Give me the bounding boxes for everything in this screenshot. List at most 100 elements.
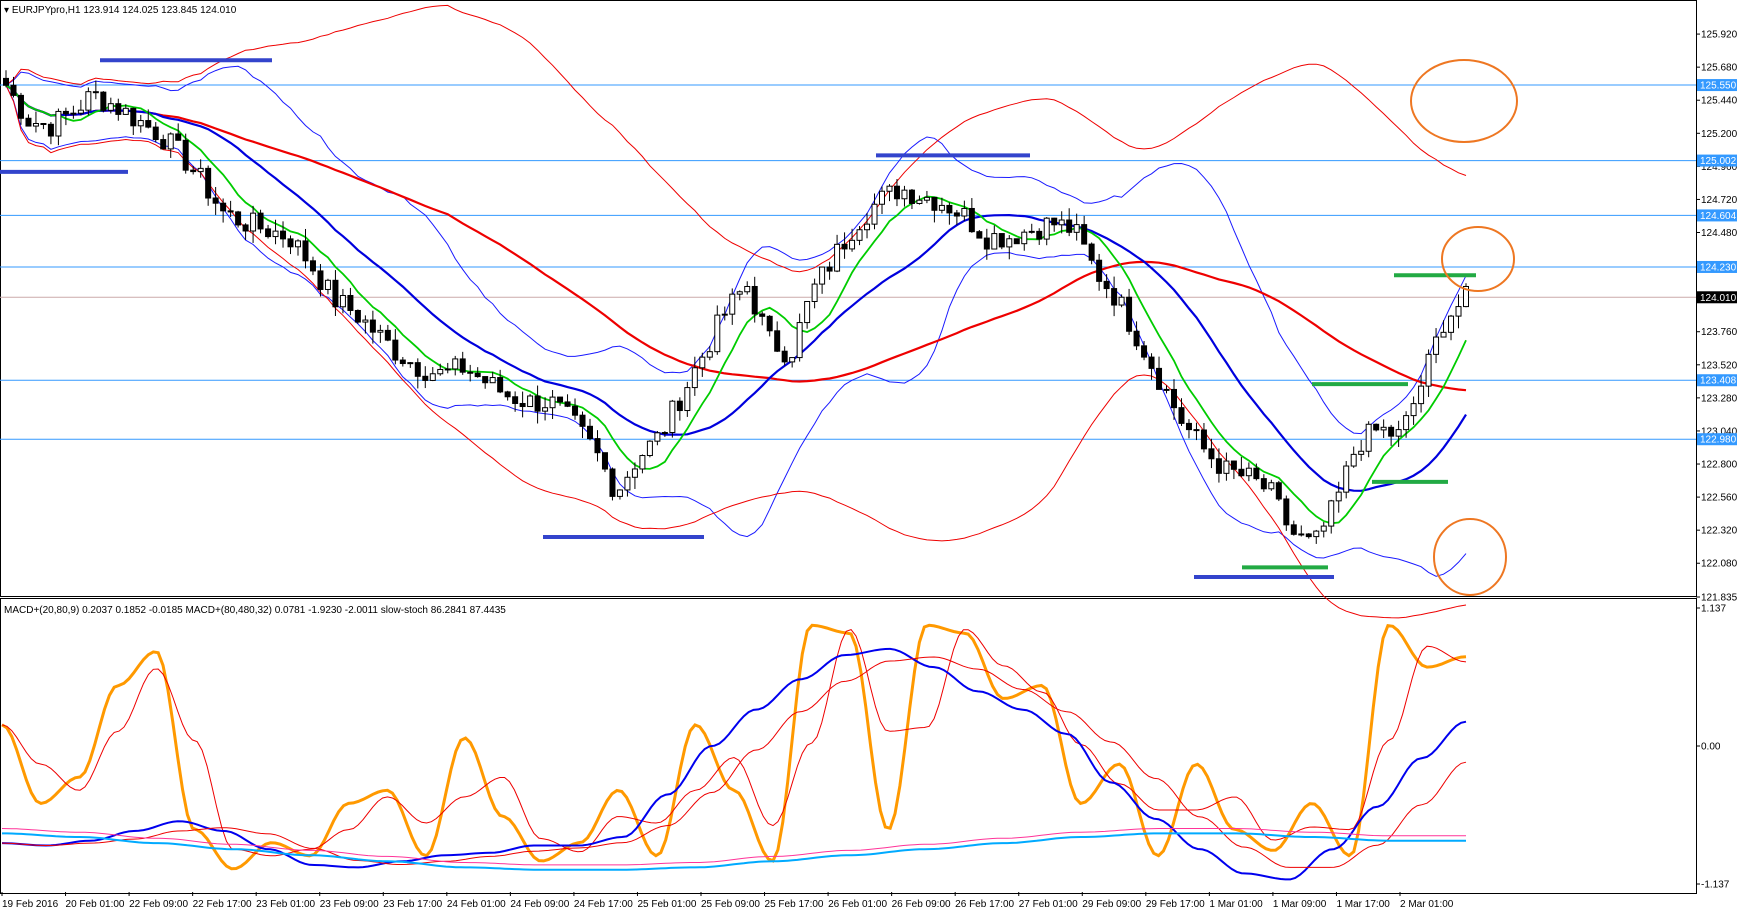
main-pane-frame [0, 0, 1697, 597]
candle-body [1253, 467, 1260, 480]
candle-body [160, 139, 167, 150]
candle-body [489, 377, 496, 384]
candle-body [527, 395, 534, 408]
candle-body [295, 240, 301, 248]
macd-fast-signal [1, 656, 1467, 868]
price-level-label: 125.550 [1700, 81, 1737, 92]
candle-body [422, 375, 429, 381]
price-level-label: 124.230 [1700, 262, 1737, 273]
candle-body [766, 315, 773, 332]
candle-body [587, 425, 593, 440]
x-tick-label: 26 Feb 01:00 [828, 899, 887, 910]
candle-body [1260, 478, 1267, 490]
candle-body [631, 468, 638, 478]
candle-body [1028, 230, 1035, 233]
candle-body [384, 329, 391, 341]
candle-body [736, 291, 743, 295]
candle-body [811, 283, 818, 302]
x-tick-label: 23 Feb 01:00 [256, 899, 315, 910]
candle-body [1215, 458, 1222, 474]
candle-body [220, 202, 227, 212]
price-level-tag [1697, 433, 1737, 446]
x-tick-label: 23 Feb 09:00 [320, 899, 379, 910]
candle-body [938, 204, 945, 211]
candle-body [916, 199, 923, 204]
candle-body [624, 476, 631, 491]
x-tick-label: 19 Feb 2016 [2, 899, 59, 910]
candle-body [968, 207, 975, 233]
candle-body [47, 123, 54, 137]
candle-body [864, 223, 871, 231]
candle-body [998, 233, 1005, 248]
indicator-label: MACD+(20,80,9) 0.2037 0.1852 -0.0185 MAC… [4, 605, 506, 616]
candle-body [467, 371, 474, 374]
candle-body [1171, 388, 1177, 409]
price-level-label: 125.002 [1700, 156, 1737, 167]
x-tick-label: 26 Feb 17:00 [955, 899, 1014, 910]
y-tick-label: 125.680 [1701, 63, 1738, 74]
indicator-pane-frame [0, 598, 1697, 894]
candle-body [646, 440, 653, 457]
candle-body [354, 309, 361, 323]
x-tick-label: 24 Feb 09:00 [510, 899, 569, 910]
candle-body [175, 133, 182, 141]
candle-body [684, 387, 691, 412]
candle-body [1126, 296, 1133, 332]
candle-body [1223, 460, 1230, 474]
candle-body [317, 270, 324, 290]
candle-body [856, 229, 863, 241]
current-price-label: 124.010 [1700, 293, 1737, 304]
candle-body [1395, 429, 1402, 437]
candle-body [1163, 388, 1170, 391]
candle-body [474, 372, 481, 378]
candle-body [908, 189, 915, 204]
price-level-label: 122.980 [1700, 435, 1737, 446]
candle-body [497, 377, 504, 393]
candle-body [1283, 498, 1290, 526]
stoch-line [1, 623, 1467, 871]
candle-body [1313, 530, 1320, 538]
x-tick-label: 29 Feb 09:00 [1082, 899, 1141, 910]
candle-body [242, 224, 249, 232]
candle-body [504, 391, 511, 398]
candle-body [1448, 315, 1455, 333]
candle-body [362, 319, 369, 323]
y-tick-label: 123.760 [1701, 327, 1738, 338]
candle-body [961, 207, 968, 217]
candle-body [429, 373, 436, 381]
x-tick-label: 25 Feb 17:00 [765, 899, 824, 910]
candle-body [774, 330, 781, 352]
candle-body [1185, 422, 1192, 431]
y-tick-label: 122.560 [1701, 493, 1738, 504]
ind-y-tick-label: 1.137 [1701, 604, 1726, 615]
candle-body [1328, 500, 1335, 527]
candle-body [834, 243, 841, 272]
candle-body [512, 396, 519, 404]
x-tick-label: 23 Feb 17:00 [383, 899, 442, 910]
candle-body [1133, 330, 1140, 347]
envelope-upper [5, 4, 1467, 273]
candle-body [893, 185, 900, 200]
candle-body [1298, 533, 1305, 536]
candle-body [1178, 407, 1185, 424]
candle-body [1418, 385, 1425, 405]
macd-fast-line [1, 647, 1467, 881]
candle-body [1358, 450, 1365, 455]
candle-body [257, 212, 264, 230]
candle-body [923, 196, 930, 201]
candle-body [85, 91, 92, 111]
stoch-signal [1, 629, 1467, 857]
candle-body [437, 368, 444, 375]
envelope-lower [5, 85, 1467, 619]
chart-symbol-label[interactable]: ▾ EURJPYpro,H1 123.914 124.025 123.845 1… [4, 5, 237, 16]
candle-body [92, 91, 99, 94]
candle-body [744, 285, 751, 293]
candle-body [609, 468, 616, 497]
candle-body [751, 285, 758, 315]
candle-body [407, 362, 414, 365]
candle-body [227, 210, 234, 213]
candle-body [17, 94, 24, 119]
y-tick-label: 124.480 [1701, 228, 1738, 239]
